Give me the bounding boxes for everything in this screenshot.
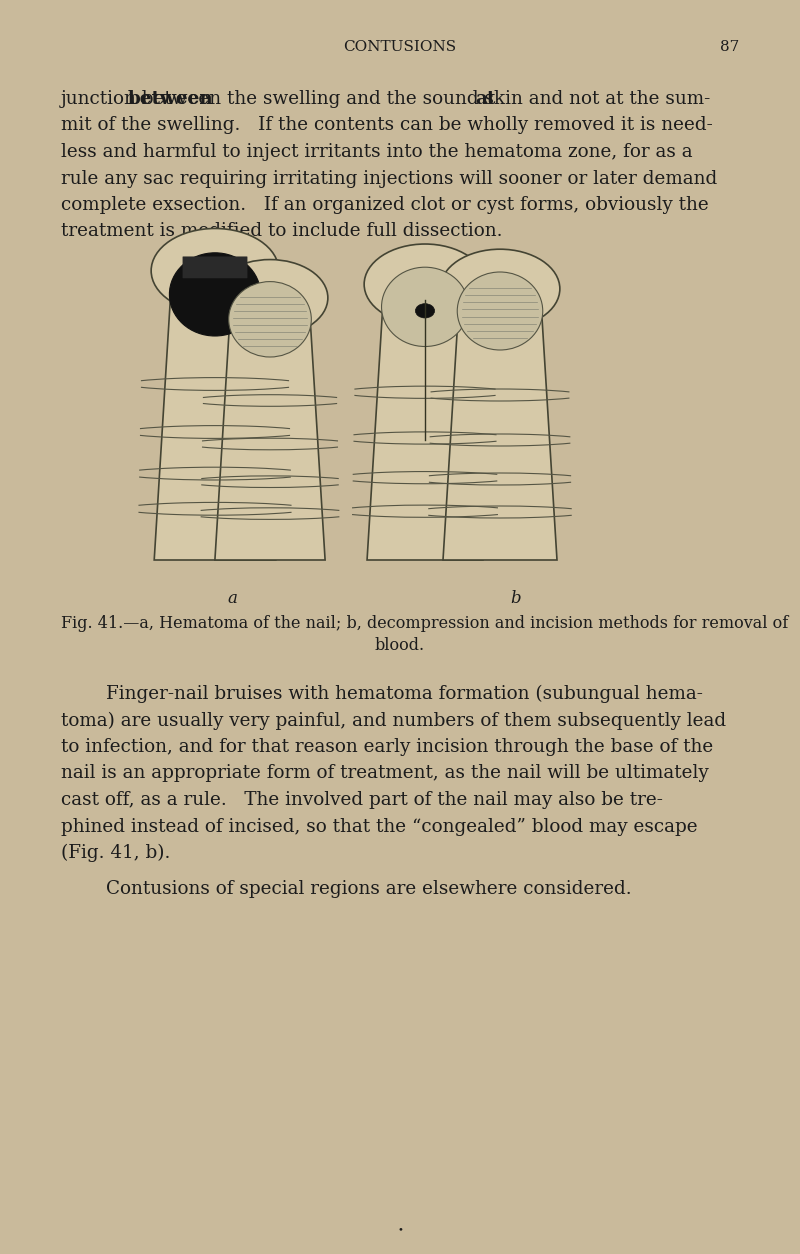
- Text: (Fig. 41, b).: (Fig. 41, b).: [61, 844, 170, 863]
- Ellipse shape: [229, 282, 311, 357]
- Ellipse shape: [212, 260, 328, 336]
- Text: toma) are usually very painful, and numbers of them subsequently lead: toma) are usually very painful, and numb…: [61, 711, 726, 730]
- Text: between: between: [127, 90, 213, 108]
- Text: to infection, and for that reason early incision through the base of the: to infection, and for that reason early …: [61, 739, 713, 756]
- Text: treatment is modified to include full dissection.: treatment is modified to include full di…: [61, 222, 502, 241]
- FancyBboxPatch shape: [182, 257, 247, 278]
- Ellipse shape: [415, 303, 434, 319]
- Polygon shape: [215, 293, 325, 561]
- Text: 87: 87: [720, 40, 739, 54]
- Text: cast off, as a rule.   The involved part of the nail may also be tre-: cast off, as a rule. The involved part o…: [61, 791, 662, 809]
- Text: nail is an appropriate form of treatment, as the nail will be ultimately: nail is an appropriate form of treatment…: [61, 765, 709, 782]
- Ellipse shape: [364, 245, 486, 325]
- Text: Fig. 41.—a, Hematoma of the nail; b, decompression and incision methods for remo: Fig. 41.—a, Hematoma of the nail; b, dec…: [61, 614, 788, 632]
- Text: phined instead of incised, so that the “congealed” blood may escape: phined instead of incised, so that the “…: [61, 818, 698, 835]
- Text: blood.: blood.: [375, 637, 425, 655]
- Ellipse shape: [458, 272, 542, 350]
- Text: a: a: [227, 589, 237, 607]
- Polygon shape: [154, 266, 276, 561]
- Text: rule any sac requiring irritating injections will sooner or later demand: rule any sac requiring irritating inject…: [61, 169, 717, 188]
- Text: junction between the swelling and the sound skin and not at the sum-: junction between the swelling and the so…: [61, 90, 711, 108]
- Text: Finger-nail bruises with hematoma formation (subungual hema-: Finger-nail bruises with hematoma format…: [106, 685, 702, 703]
- Ellipse shape: [382, 267, 469, 346]
- Polygon shape: [367, 280, 483, 561]
- Ellipse shape: [151, 228, 279, 314]
- Ellipse shape: [170, 253, 261, 336]
- Polygon shape: [443, 283, 557, 561]
- Text: •: •: [397, 1225, 403, 1234]
- Text: b: b: [510, 589, 522, 607]
- Ellipse shape: [440, 250, 560, 329]
- Text: complete exsection.   If an organized clot or cyst forms, obviously the: complete exsection. If an organized clot…: [61, 196, 709, 214]
- Text: CONTUSIONS: CONTUSIONS: [343, 40, 457, 54]
- Text: less and harmful to inject irritants into the hematoma zone, for as a: less and harmful to inject irritants int…: [61, 143, 693, 161]
- Text: mit of the swelling.   If the contents can be wholly removed it is need-: mit of the swelling. If the contents can…: [61, 117, 713, 134]
- Text: at: at: [475, 90, 495, 108]
- Text: Contusions of special regions are elsewhere considered.: Contusions of special regions are elsewh…: [106, 880, 631, 898]
